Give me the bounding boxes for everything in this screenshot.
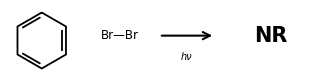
Text: hν: hν [181, 52, 193, 62]
Text: NR: NR [255, 26, 288, 46]
Text: Br—Br: Br—Br [101, 29, 139, 42]
